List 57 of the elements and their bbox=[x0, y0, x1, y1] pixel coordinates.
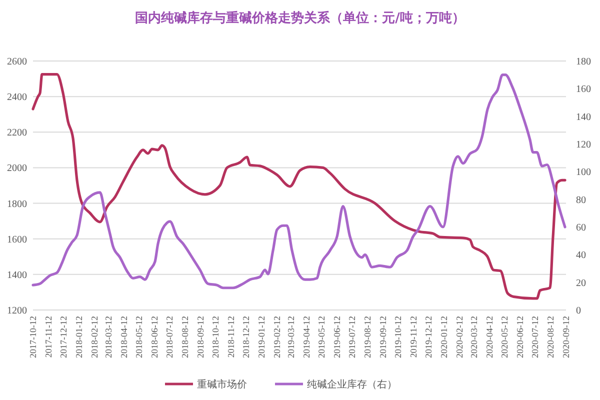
x-tick-label: 2018-09-12 bbox=[196, 316, 206, 358]
x-tick-label: 2020-04-12 bbox=[484, 316, 495, 358]
x-tick-label: 2019-07-12 bbox=[347, 316, 358, 358]
y2-tick-label: 100 bbox=[576, 167, 591, 178]
y2-tick-label: 180 bbox=[576, 56, 591, 68]
x-tick-label: 2019-06-12 bbox=[332, 316, 342, 358]
x-tick-label: 2018-07-12 bbox=[164, 316, 175, 358]
legend-label: 纯碱企业库存（右） bbox=[307, 378, 397, 390]
x-tick-label: 2020-06-12 bbox=[515, 316, 526, 358]
y-tick-label: 2000 bbox=[7, 163, 27, 174]
x-tick-label: 2018-02-12 bbox=[90, 316, 100, 358]
x-tick-label: 2017-10-12 bbox=[28, 316, 38, 358]
y2-tick-label: 60 bbox=[576, 222, 586, 234]
x-tick-label: 2019-05-12 bbox=[316, 316, 327, 358]
y-tick-label: 2400 bbox=[7, 92, 27, 104]
y-tick-label: 1400 bbox=[7, 270, 27, 281]
x-tick-label: 2019-02-12 bbox=[272, 316, 282, 358]
y-tick-label: 2200 bbox=[7, 128, 27, 139]
chart-title: 国内纯碱库存与重碱价格走势关系（单位：元/吨；万吨） bbox=[135, 10, 465, 26]
y-tick-label: 1200 bbox=[7, 306, 27, 316]
y2-tick-label: 80 bbox=[576, 194, 586, 206]
y2-tick-label: 120 bbox=[576, 140, 591, 150]
x-tick-label: 2019-12-12 bbox=[424, 316, 434, 358]
x-tick-label: 2018-03-12 bbox=[104, 316, 114, 358]
y2-tick-label: 140 bbox=[576, 112, 591, 123]
y-tick-label: 2600 bbox=[7, 56, 27, 68]
x-tick-label: 2019-09-12 bbox=[378, 316, 388, 358]
y2-tick-label: 20 bbox=[576, 278, 586, 289]
y-tick-label: 1800 bbox=[7, 198, 27, 210]
x-tick-label: 2018-10-12 bbox=[210, 316, 221, 358]
x-tick-label: 2018-01-12 bbox=[74, 316, 84, 358]
x-tick-label: 2018-12-12 bbox=[241, 316, 252, 358]
x-tick-label: 2020-08-12 bbox=[546, 316, 556, 358]
y2-tick-label: 160 bbox=[576, 84, 591, 96]
x-tick-label: 2020-03-12 bbox=[469, 316, 480, 358]
y2-tick-label: 0 bbox=[576, 306, 581, 316]
x-tick-label: 2018-08-12 bbox=[180, 316, 190, 358]
x-tick-label: 2019-03-12 bbox=[286, 316, 296, 358]
x-tick-label: 2019-01-12 bbox=[256, 316, 267, 358]
y2-tick-label: 40 bbox=[576, 250, 586, 262]
x-tick-label: 2020-02-12 bbox=[454, 316, 465, 358]
x-tick-label: 2018-04-12 bbox=[119, 316, 130, 358]
x-tick-label: 2017-12-12 bbox=[58, 316, 69, 358]
x-tick-label: 2020-09-12 bbox=[561, 316, 572, 358]
x-tick-label: 2018-11-12 bbox=[226, 316, 236, 358]
x-tick-label: 2019-10-12 bbox=[393, 316, 404, 358]
legend-label: 重碱市场价 bbox=[197, 378, 247, 390]
x-tick-label: 2019-11-12 bbox=[408, 316, 419, 358]
x-tick-label: 2020-05-12 bbox=[500, 316, 510, 358]
x-tick-label: 2020-01-12 bbox=[439, 316, 450, 358]
x-tick-label: 2018-05-12 bbox=[134, 316, 144, 358]
y-tick-label: 1600 bbox=[7, 234, 27, 246]
x-tick-label: 2018-06-12 bbox=[150, 316, 160, 358]
x-tick-label: 2019-04-12 bbox=[302, 316, 312, 358]
x-tick-label: 2017-11-12 bbox=[44, 316, 54, 358]
x-tick-label: 2019-08-12 bbox=[362, 316, 373, 358]
x-tick-label: 2020-07-12 bbox=[530, 316, 540, 358]
